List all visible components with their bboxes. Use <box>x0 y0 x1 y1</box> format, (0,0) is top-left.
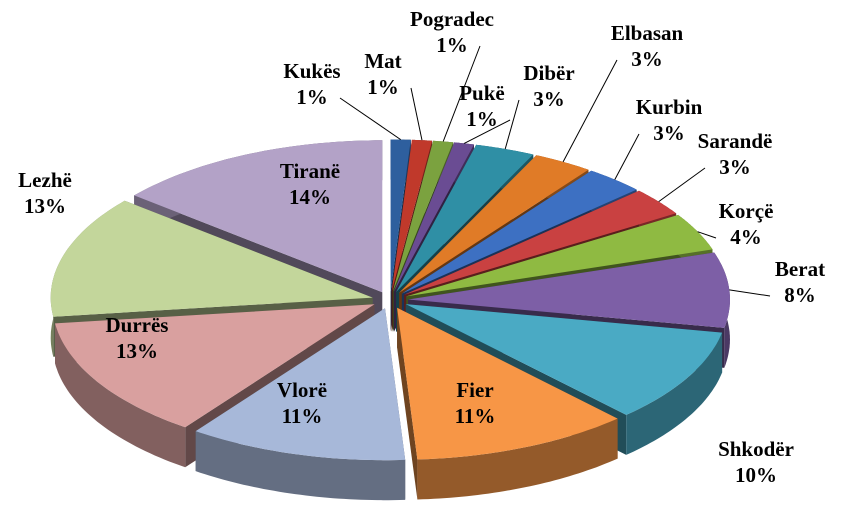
leader-line <box>658 167 706 203</box>
slice <box>55 304 375 468</box>
slice-top <box>392 140 454 292</box>
slice-wall <box>55 323 186 468</box>
slice-value-label: 1% <box>296 85 328 109</box>
slice-top <box>405 304 723 415</box>
slice <box>397 307 618 500</box>
slice-value-label: 1% <box>466 107 498 131</box>
slice-wall <box>626 332 723 455</box>
slice-label: Kukës <box>283 59 340 83</box>
slice-label: Pogradec <box>410 7 494 31</box>
slice-value-label: 8% <box>784 283 816 307</box>
slice-top <box>397 307 618 460</box>
slice-value-label: 10% <box>735 463 777 487</box>
slice-value-label: 4% <box>730 225 762 249</box>
slice-value-label: 1% <box>436 33 468 57</box>
slice-value-label: 11% <box>282 404 323 428</box>
slice-wall <box>417 418 618 500</box>
leader-line <box>463 119 511 144</box>
slice-value-label: 3% <box>533 87 565 111</box>
slice-label: Berat <box>775 257 825 281</box>
slice-value-label: 3% <box>631 47 663 71</box>
slice-value-label: 14% <box>289 185 331 209</box>
slice-label: Sarandë <box>698 129 773 153</box>
slice-top <box>401 170 637 294</box>
leader-line <box>442 45 481 142</box>
leader-line <box>339 97 401 141</box>
slice-top <box>50 200 373 317</box>
slice-label: Korçë <box>719 199 774 223</box>
slice-wall <box>195 431 406 501</box>
slice-value-label: 13% <box>24 194 66 218</box>
slice-value-label: 13% <box>116 339 158 363</box>
slice-top <box>134 140 383 293</box>
slice-top <box>393 142 474 292</box>
slice-value-label: 1% <box>367 75 399 99</box>
slice-value-label: 3% <box>719 155 751 179</box>
slice-top <box>406 214 713 297</box>
slice-label: Shkodër <box>718 437 794 461</box>
slice <box>195 308 406 501</box>
slice-top <box>399 155 589 293</box>
slice-top <box>396 144 534 292</box>
slice-value-label: 3% <box>653 121 685 145</box>
slice-label: Durrës <box>106 313 169 337</box>
slice-label: Kurbin <box>636 95 703 119</box>
slice-label: Mat <box>364 49 401 73</box>
slice-label: Lezhë <box>18 168 72 192</box>
leader-line <box>729 289 771 297</box>
slice-label: Vlorë <box>277 378 327 402</box>
leader-line <box>562 59 618 163</box>
slice-side <box>397 307 418 500</box>
slice-top <box>408 252 730 328</box>
leader-line <box>697 231 717 239</box>
slice-top <box>404 190 677 295</box>
slice-top <box>55 304 375 428</box>
slice-label: Elbasan <box>611 21 684 45</box>
slice-label: Pukë <box>459 81 505 105</box>
slice-label: Fier <box>456 378 493 402</box>
leader-line <box>614 133 640 180</box>
slice-label: Tiranë <box>280 159 340 183</box>
slice-top <box>390 139 411 292</box>
slice-top <box>195 308 406 461</box>
slice-top <box>391 139 433 292</box>
leader-line <box>504 99 520 150</box>
leader-line <box>410 87 423 141</box>
slice-label: Dibër <box>523 61 574 85</box>
slice-value-label: 11% <box>455 404 496 428</box>
